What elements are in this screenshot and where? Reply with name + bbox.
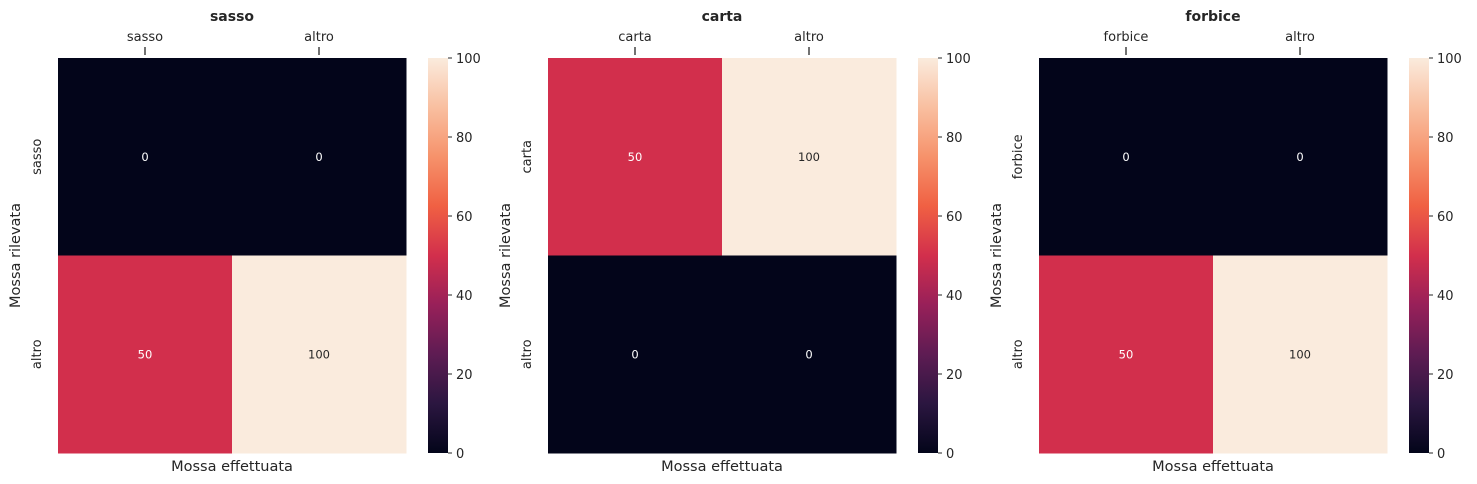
heatmap-cell <box>232 58 407 256</box>
colorbar <box>428 58 448 453</box>
heatmap-panel-sasso: 0 0 50 100 sasso sasso altro sasso altro Mossa ef… <box>8 9 481 475</box>
y-axis-label: Mossa rilevata <box>8 203 24 308</box>
heatmap-cell <box>232 255 407 454</box>
x-axis-label: Mossa effettuata <box>171 459 293 475</box>
heatmap-cell <box>1039 58 1214 256</box>
cell-value-label: 50 <box>1119 347 1134 361</box>
cell-value-label: 50 <box>138 347 153 361</box>
y-axis-label: Mossa rilevata <box>498 203 514 308</box>
x-tick-label: carta <box>618 30 652 45</box>
colorbar-tick-label: 100 <box>456 52 481 67</box>
heatmap-cell <box>1213 58 1388 256</box>
y-tick-label: sasso <box>30 139 45 175</box>
y-tick-label: carta <box>520 140 535 174</box>
cell-value-label: 0 <box>1296 150 1303 164</box>
cell-value-label: 100 <box>798 150 820 164</box>
colorbar-tick-label: 40 <box>1437 289 1454 304</box>
heatmap-cell <box>548 255 723 454</box>
colorbar-tick-label: 60 <box>946 210 963 225</box>
heatmap-cell <box>58 255 233 454</box>
colorbar <box>1409 58 1429 453</box>
x-tick-label: altro <box>304 30 334 45</box>
panel-title: carta <box>702 9 743 25</box>
cell-value-label: 0 <box>631 347 638 361</box>
x-axis-label: Mossa effettuata <box>661 459 783 475</box>
panel-title: forbice <box>1185 9 1240 25</box>
cell-value-label: 0 <box>141 150 148 164</box>
colorbar-tick-label: 80 <box>456 131 473 146</box>
x-tick-label: forbice <box>1104 30 1149 45</box>
cell-value-label: 0 <box>315 150 322 164</box>
heatmap-panel-forbice: 0 0 50 100 forbice forbice altro forbice altro Mo… <box>989 9 1462 475</box>
colorbar <box>918 58 938 453</box>
cell-value-label: 0 <box>1122 150 1129 164</box>
y-tick-label: forbice <box>1011 134 1026 179</box>
y-tick-label: altro <box>520 339 535 369</box>
colorbar-tick-label: 40 <box>456 289 473 304</box>
heatmap-cell <box>1213 255 1388 454</box>
colorbar-tick-label: 60 <box>1437 210 1454 225</box>
colorbar-tick-label: 80 <box>1437 131 1454 146</box>
cell-value-label: 100 <box>308 347 330 361</box>
cell-value-label: 100 <box>1289 347 1311 361</box>
x-axis-label: Mossa effettuata <box>1152 459 1274 475</box>
heatmap-cell <box>1039 255 1214 454</box>
colorbar-tick-label: 80 <box>946 131 963 146</box>
cell-value-label: 0 <box>805 347 812 361</box>
x-tick-label: altro <box>794 30 824 45</box>
colorbar-tick-label: 20 <box>1437 368 1454 383</box>
colorbar-tick-label: 60 <box>456 210 473 225</box>
panel-title: sasso <box>210 9 254 25</box>
heatmap-cell <box>722 58 897 256</box>
colorbar-tick-label: 20 <box>456 368 473 383</box>
colorbar-tick-label: 0 <box>1437 447 1445 462</box>
colorbar-tick-label: 100 <box>1437 52 1462 67</box>
y-tick-label: altro <box>1011 339 1026 369</box>
colorbar-tick-label: 0 <box>456 447 464 462</box>
colorbar-tick-label: 20 <box>946 368 963 383</box>
cell-value-label: 50 <box>628 150 643 164</box>
heatmap-cell <box>548 58 723 256</box>
y-tick-label: altro <box>30 339 45 369</box>
heatmap-cell <box>722 255 897 454</box>
x-tick-label: altro <box>1285 30 1315 45</box>
heatmap-panel-carta: 50 100 0 0 carta carta altro carta altro Mossa ef… <box>498 9 971 475</box>
colorbar-tick-label: 100 <box>946 52 971 67</box>
x-tick-label: sasso <box>127 30 163 45</box>
heatmap-cell <box>58 58 233 256</box>
y-axis-label: Mossa rilevata <box>989 203 1005 308</box>
colorbar-tick-label: 40 <box>946 289 963 304</box>
colorbar-tick-label: 0 <box>946 447 954 462</box>
